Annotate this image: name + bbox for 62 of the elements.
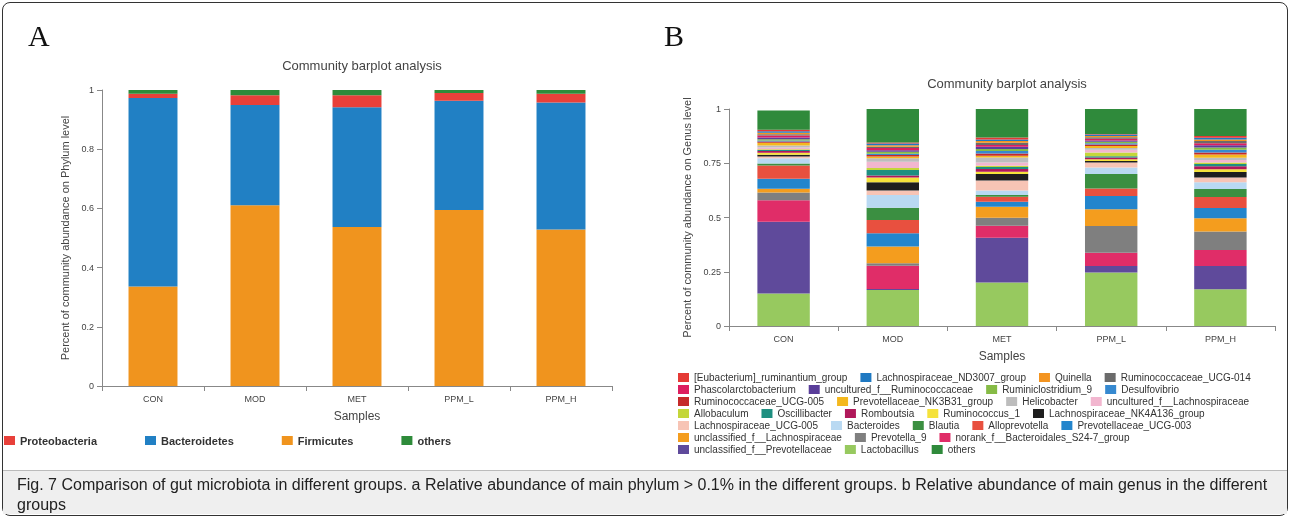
legend-label: others <box>947 444 976 455</box>
legend-label: Lachnospiraceae_UCG-005 <box>694 420 819 431</box>
y-tick-label: 0.5 <box>708 212 721 223</box>
x-tick-label: MOD <box>244 393 266 404</box>
legend-label: Ruminococcaceae_UCG-014 <box>1120 372 1252 383</box>
y-tick-label: 0.25 <box>703 266 721 277</box>
legend-label: Blautia <box>928 420 960 431</box>
legend-label: Ruminococcaceae_UCG-005 <box>694 396 825 407</box>
chart-title: Community barplot analysis <box>282 58 443 73</box>
x-tick-label: PPM_H <box>545 393 577 404</box>
x-tick-label: MOD <box>882 333 904 344</box>
legend-label: Ruminococcus_1 <box>943 408 1021 419</box>
legend-label: Prevotellaceae_UCG-003 <box>1077 420 1192 431</box>
text: A <box>28 18 50 52</box>
y-tick-label: 0.6 <box>81 203 94 214</box>
y-tick-label: 0.2 <box>81 321 94 332</box>
y-axis-title: Percent of community abundance on Phylum level <box>59 115 72 361</box>
legend-label: norank_f__Bacteroidales_S24-7_group <box>955 432 1130 443</box>
y-tick-label: 0.8 <box>81 144 94 155</box>
y-axis-title: Percent of community abundance on Genus level <box>681 97 694 338</box>
legend-label: Bacteroides <box>846 420 900 431</box>
legend-label: Firmicutes <box>297 434 354 447</box>
x-tick-label: MET <box>992 333 1012 344</box>
legend-label: Lachnospiraceae_NK4A136_group <box>1048 408 1206 419</box>
x-tick-label: MET <box>347 393 367 404</box>
legend-label: unclassified_f__Lachnospiraceae <box>694 432 843 443</box>
caption: Fig. 7 Comparison of gut microbiota in different groups. a Relative abundance of main phylum > 0.1% in the different groups. b Relative abundance of main genus in the different groups <box>3 470 1287 514</box>
y-tick-label: 0 <box>88 381 94 391</box>
legend-label: Oscillibacter <box>777 408 833 419</box>
x-tick-label: CON <box>143 393 163 404</box>
legend-label: uncultured_f__Ruminococcaceae <box>824 384 974 395</box>
legend-label: [Eubacterium]_ruminantium_group <box>694 372 848 383</box>
y-tick-label: 1 <box>715 104 721 114</box>
legend-label: Ruminiclostridium_9 <box>1002 384 1093 395</box>
x-tick-label: PPM_H <box>1204 333 1236 344</box>
y-tick-label: 0.75 <box>703 158 721 169</box>
text: B <box>664 18 685 52</box>
legend-label: uncultured_f__Lachnospiraceae <box>1106 396 1250 407</box>
legend-label: Quinella <box>1054 372 1093 383</box>
x-axis-title: Samples <box>978 349 1026 363</box>
x-tick-label: PPM_L <box>1096 333 1126 344</box>
x-axis-title: Samples <box>333 409 381 423</box>
legend-label: Lachnospiraceae_ND3007_group <box>876 372 1027 383</box>
legend-label: Bacteroidetes <box>161 434 234 447</box>
legend-label: Lactobacillus <box>860 444 919 455</box>
y-tick-label: 0 <box>715 321 721 331</box>
legend-label: unclassified_f__Prevotellaceae <box>694 444 833 455</box>
legend-label: Proteobacteria <box>20 434 98 447</box>
legend-label: Alloprevotella <box>988 420 1049 431</box>
chart-title: Community barplot analysis <box>927 76 1088 91</box>
legend-label: Prevotella_9 <box>870 432 927 443</box>
legend-label: others <box>417 434 452 447</box>
legend-label: Prevotellaceae_NK3B31_group <box>853 396 994 407</box>
y-tick-label: 1 <box>88 85 94 95</box>
legend-label: Helicobacter <box>1022 396 1079 407</box>
x-tick-label: CON <box>773 333 794 344</box>
y-tick-label: 0.4 <box>81 262 94 273</box>
legend-label: Desulfovibrio <box>1121 384 1180 395</box>
x-tick-label: PPM_L <box>444 393 474 404</box>
legend-label: Phascolarctobacterium <box>694 384 796 395</box>
legend-label: Romboutsia <box>860 408 915 419</box>
legend-label: Allobaculum <box>694 408 749 419</box>
